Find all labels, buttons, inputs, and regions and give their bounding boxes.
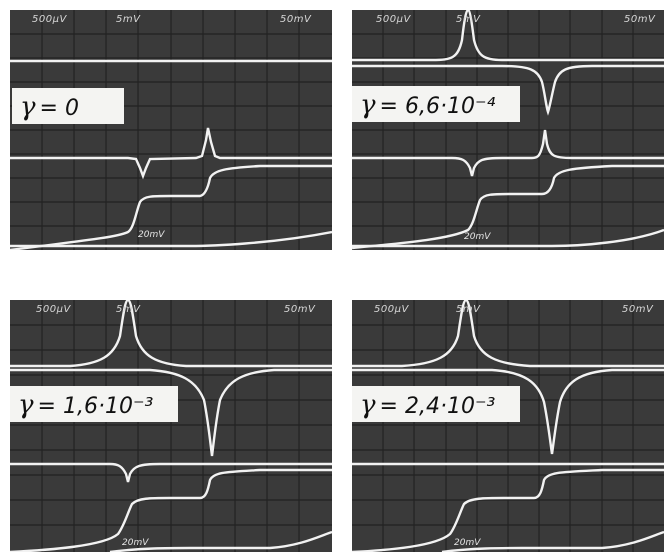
gamma-value: = 0	[39, 96, 79, 121]
scale-label-5mv: 5mV	[116, 304, 141, 315]
scale-label-5mv: 5mV	[456, 304, 481, 315]
oscilloscope-traces	[352, 10, 664, 250]
scale-label-20mv: 20mV	[122, 538, 149, 548]
gamma-value: = 1,6·10⁻³	[37, 394, 154, 419]
gamma-symbol: γ	[20, 92, 36, 122]
gamma-symbol: γ	[18, 390, 34, 420]
gamma-label-box: γ = 1,6·10⁻³	[10, 386, 178, 422]
scale-label-50mv: 50mV	[624, 14, 656, 25]
oscilloscope-panel-2: 500µV 5mV 50mV 20mV γ = 6,6·10⁻⁴	[352, 10, 664, 250]
oscilloscope-traces	[10, 300, 332, 552]
oscilloscope-panel-1: 500µV 5mV 50mV 20mV γ = 0	[10, 10, 332, 250]
scale-label-50mv: 50mV	[280, 14, 312, 25]
scale-label-20mv: 20mV	[138, 230, 165, 240]
scale-label-20mv: 20mV	[454, 538, 481, 548]
scale-label-500uv: 500µV	[32, 14, 67, 25]
oscilloscope-traces	[352, 300, 664, 552]
gamma-value: = 2,4·10⁻³	[379, 394, 496, 419]
scale-label-500uv: 500µV	[376, 14, 411, 25]
gamma-label-box: γ = 0	[12, 88, 124, 124]
scale-label-5mv: 5mV	[456, 14, 481, 25]
scale-label-500uv: 500µV	[374, 304, 409, 315]
gamma-symbol: γ	[360, 390, 376, 420]
scale-label-500uv: 500µV	[36, 304, 71, 315]
gamma-value: = 6,6·10⁻⁴	[379, 94, 496, 119]
oscilloscope-traces	[10, 10, 332, 250]
gamma-label-box: γ = 6,6·10⁻⁴	[352, 86, 520, 122]
scale-label-50mv: 50mV	[622, 304, 654, 315]
scale-label-5mv: 5mV	[116, 14, 141, 25]
gamma-symbol: γ	[360, 90, 376, 120]
scale-label-50mv: 50mV	[284, 304, 316, 315]
gamma-label-box: γ = 2,4·10⁻³	[352, 386, 520, 422]
oscilloscope-panel-4: 500µV 5mV 50mV 20mV γ = 2,4·10⁻³	[352, 300, 664, 552]
scale-label-20mv: 20mV	[464, 232, 491, 242]
oscilloscope-panel-3: 500µV 5mV 50mV 20mV γ = 1,6·10⁻³	[10, 300, 332, 552]
